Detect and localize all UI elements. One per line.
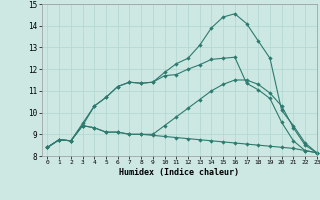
- X-axis label: Humidex (Indice chaleur): Humidex (Indice chaleur): [119, 168, 239, 177]
